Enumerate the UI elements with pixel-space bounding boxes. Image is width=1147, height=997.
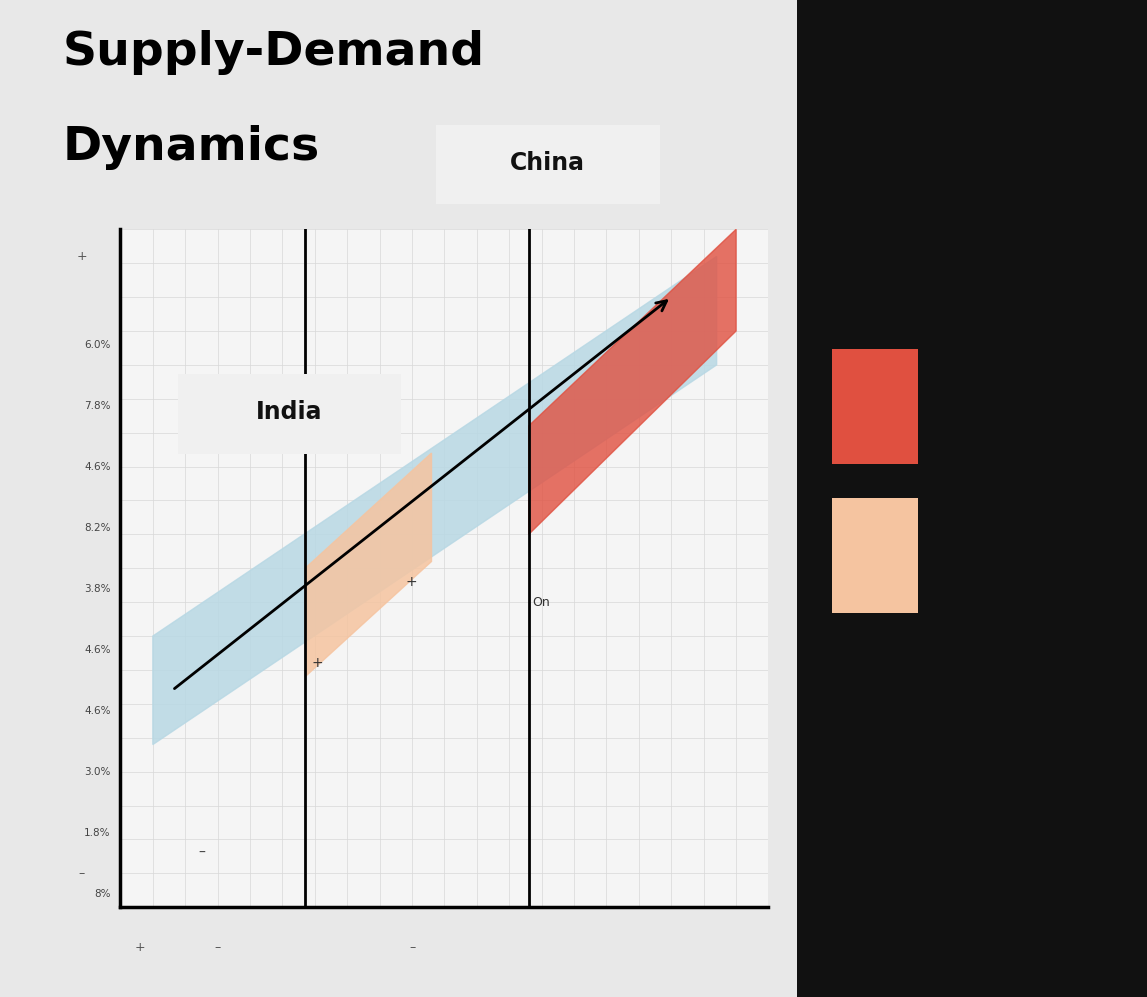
FancyBboxPatch shape [424, 123, 671, 206]
FancyBboxPatch shape [166, 372, 413, 456]
Text: +: + [406, 575, 418, 589]
Text: 1.8%: 1.8% [84, 828, 111, 837]
Text: On: On [532, 595, 549, 609]
Text: 6.0%: 6.0% [85, 340, 111, 350]
Text: +: + [134, 941, 146, 954]
Text: –: – [78, 866, 85, 880]
Polygon shape [529, 229, 736, 534]
Text: –: – [409, 941, 415, 954]
Text: India: India [257, 400, 322, 424]
Text: +: + [312, 656, 323, 670]
Text: 8%: 8% [94, 888, 111, 898]
Text: China: China [510, 151, 585, 174]
Text: 4.6%: 4.6% [84, 462, 111, 472]
Text: 4.6%: 4.6% [84, 706, 111, 716]
Text: 3.0%: 3.0% [85, 767, 111, 777]
Text: 8.2%: 8.2% [84, 522, 111, 532]
Text: Supply-Demand: Supply-Demand [63, 30, 485, 75]
Text: –: – [214, 941, 220, 954]
Text: Dynamics: Dynamics [63, 125, 320, 169]
Polygon shape [305, 453, 431, 677]
Text: 7.8%: 7.8% [84, 401, 111, 411]
Text: 3.8%: 3.8% [84, 583, 111, 593]
Polygon shape [153, 256, 717, 745]
Text: –: – [198, 846, 205, 860]
Text: 4.6%: 4.6% [84, 645, 111, 655]
Text: +: + [76, 250, 87, 263]
